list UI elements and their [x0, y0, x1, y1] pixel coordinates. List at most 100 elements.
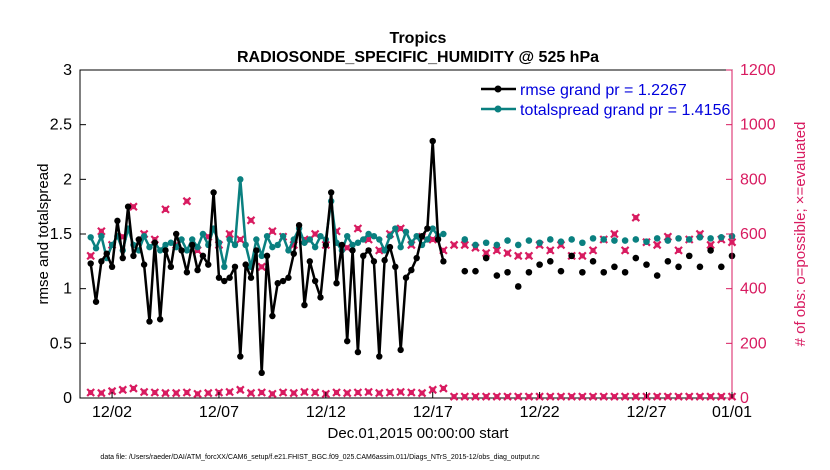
rmse-point: [263, 252, 271, 260]
obs-possible-point: [375, 246, 384, 255]
rmse-point: [354, 348, 362, 356]
obs-possible-dot: [611, 231, 618, 237]
totalspread-daily-point: [568, 236, 575, 243]
rmse-point: [231, 263, 239, 270]
obs-evaluated-point: [492, 392, 502, 401]
obs-evaluated-point: [129, 384, 138, 393]
rmse-point: [221, 277, 228, 285]
totalspread-point: [386, 232, 394, 240]
obs-possible-dot: [88, 253, 94, 259]
obs-evaluated-point: [86, 388, 95, 397]
obs-evaluated-point: [193, 389, 202, 399]
totalspread-point: [194, 243, 201, 251]
obs-evaluated-point: [663, 392, 673, 401]
totalspread-point: [156, 247, 164, 254]
obs-evaluated-point: [300, 387, 309, 397]
obs-evaluated-dot: [408, 389, 414, 396]
totalspread-daily-point: [482, 239, 490, 247]
obs-evaluated-point: [417, 388, 427, 398]
rmse-daily-point: [707, 247, 714, 254]
obs-evaluated-point: [460, 392, 470, 401]
rmse-point: [226, 274, 233, 281]
obs-evaluated-point: [578, 392, 587, 401]
rmse-point: [119, 254, 126, 262]
totalspread-point: [376, 236, 383, 243]
obs-evaluated-dot: [504, 394, 511, 400]
obs-possible-point: [588, 246, 598, 255]
rmse-point: [242, 261, 249, 268]
rmse-daily-point: [643, 261, 650, 268]
totalspread-point: [349, 241, 356, 249]
obs-possible-point: [631, 213, 641, 222]
totalspread-point: [231, 241, 239, 249]
obs-possible-dot: [483, 250, 489, 256]
obs-evaluated-dot: [365, 389, 372, 395]
obs-evaluated-point: [717, 392, 726, 401]
obs-evaluated-dot: [558, 394, 564, 400]
obs-evaluated-point: [396, 387, 405, 397]
totalspread-point: [92, 245, 100, 252]
rmse-point: [247, 274, 255, 281]
totalspread-daily-point: [525, 237, 533, 244]
obs-evaluated-point: [588, 392, 598, 401]
obs-evaluated-dot: [462, 394, 468, 400]
totalspread-point: [413, 232, 420, 240]
obs-evaluated-dot: [387, 389, 393, 396]
obs-evaluated-point: [118, 385, 128, 395]
legend-totalspread-label: totalspread grand pr = 1.4156: [520, 102, 730, 119]
obs-possible-dot: [227, 231, 233, 237]
rmse-point: [269, 312, 276, 320]
rmse-point: [146, 318, 153, 325]
obs-possible-point: [503, 248, 512, 258]
rmse-point: [440, 258, 447, 265]
totalspread-point: [354, 239, 362, 246]
obs-evaluated-point: [407, 388, 416, 397]
obs-evaluated-dot: [184, 389, 190, 396]
rmse-point: [349, 247, 356, 254]
obs-possible-dot: [376, 247, 382, 253]
rmse-point: [237, 353, 244, 360]
rmse-point: [311, 277, 319, 285]
rmse-daily-point: [696, 263, 704, 271]
rmse-point: [322, 241, 330, 249]
obs-evaluated-dot: [419, 390, 425, 396]
totalspread-point: [424, 236, 431, 243]
obs-possible-point: [652, 240, 662, 250]
obs-possible-dot: [130, 204, 137, 210]
totalspread-point: [226, 236, 233, 243]
rmse-point: [162, 247, 169, 254]
totalspread-point: [360, 236, 367, 243]
obs-possible-dot: [355, 225, 361, 232]
rmse-daily-point: [653, 272, 661, 279]
obs-evaluated-dot: [472, 394, 479, 400]
obs-evaluated-point: [599, 392, 609, 401]
y2-tick-label: 200: [740, 335, 767, 352]
rmse-daily-point: [557, 267, 565, 275]
totalspread-point: [183, 247, 191, 254]
totalspread-daily-point: [611, 237, 618, 244]
rmse-point: [274, 280, 281, 287]
obs-evaluated-dot: [708, 394, 714, 400]
obs-evaluated-point: [246, 388, 256, 398]
obs-evaluated-point: [150, 388, 160, 397]
obs-evaluated-dot: [398, 389, 404, 395]
obs-evaluated-point: [503, 392, 512, 401]
totalspread-point: [162, 241, 169, 249]
rmse-point: [434, 236, 442, 243]
rmse-point: [210, 189, 217, 196]
totalspread-point: [178, 236, 185, 243]
totalspread-point: [402, 228, 410, 236]
obs-evaluated-point: [182, 388, 192, 397]
obs-possible-dot: [494, 247, 500, 253]
obs-possible-dot: [259, 264, 265, 270]
obs-evaluated-point: [449, 392, 459, 401]
obs-evaluated-point: [620, 392, 630, 401]
rmse-point: [408, 266, 415, 274]
legend-totalspread-marker: [494, 105, 502, 113]
obs-evaluated-dot: [654, 394, 660, 400]
x-axis-label: Dec.01,2015 00:00:00 start: [328, 425, 510, 442]
obs-evaluated-dot: [494, 394, 500, 400]
obs-evaluated-dot: [194, 391, 201, 397]
rmse-daily-point: [461, 267, 469, 275]
